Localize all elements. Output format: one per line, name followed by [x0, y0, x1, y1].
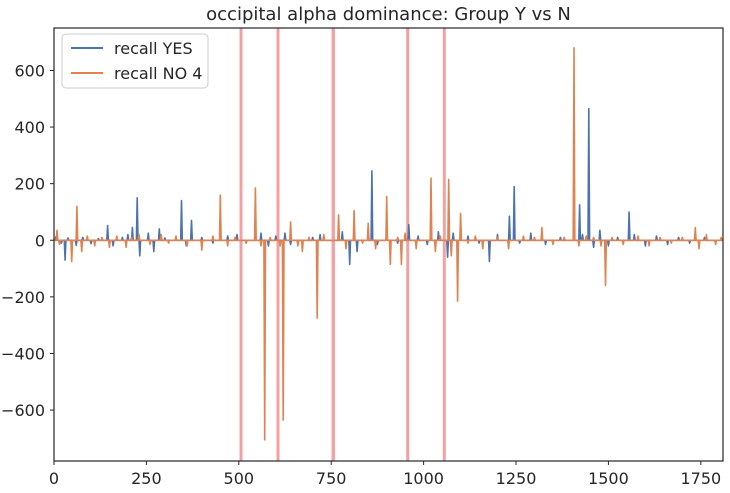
y-tick-label: 400 [14, 118, 45, 137]
x-tick-label: 1000 [403, 469, 444, 488]
highlight-band-2 [276, 28, 280, 461]
legend-label-2: recall NO 4 [114, 64, 202, 83]
y-tick-label: −200 [1, 288, 45, 307]
x-tick-label: 500 [224, 469, 255, 488]
y-tick-label: −400 [1, 344, 45, 363]
x-tick-label: 1750 [680, 469, 721, 488]
series-line-2 [54, 47, 723, 441]
highlight-band-4 [406, 28, 410, 461]
y-tick-label: −600 [1, 401, 45, 420]
y-tick-label: 600 [14, 61, 45, 80]
legend: recall YES recall NO 4 [61, 33, 209, 89]
y-tick-label: 0 [35, 231, 45, 250]
y-axis: −600 −400 −200 0 200 400 600 [1, 61, 54, 420]
legend-label-1: recall YES [114, 39, 193, 58]
highlight-band-3 [331, 28, 335, 461]
x-axis: 0 250 500 750 1000 1250 1500 1750 [49, 461, 721, 488]
highlight-bands [239, 28, 446, 461]
highlight-band-5 [442, 28, 446, 461]
x-tick-label: 250 [131, 469, 162, 488]
highlight-band-1 [239, 28, 243, 461]
x-tick-label: 1250 [496, 469, 537, 488]
chart-title: occipital alpha dominance: Group Y vs N [206, 4, 571, 25]
x-tick-label: 0 [49, 469, 59, 488]
plot-frame [53, 27, 724, 462]
y-tick-label: 200 [14, 175, 45, 194]
series-layer [54, 47, 723, 441]
x-tick-label: 1500 [588, 469, 629, 488]
x-tick-label: 750 [316, 469, 347, 488]
